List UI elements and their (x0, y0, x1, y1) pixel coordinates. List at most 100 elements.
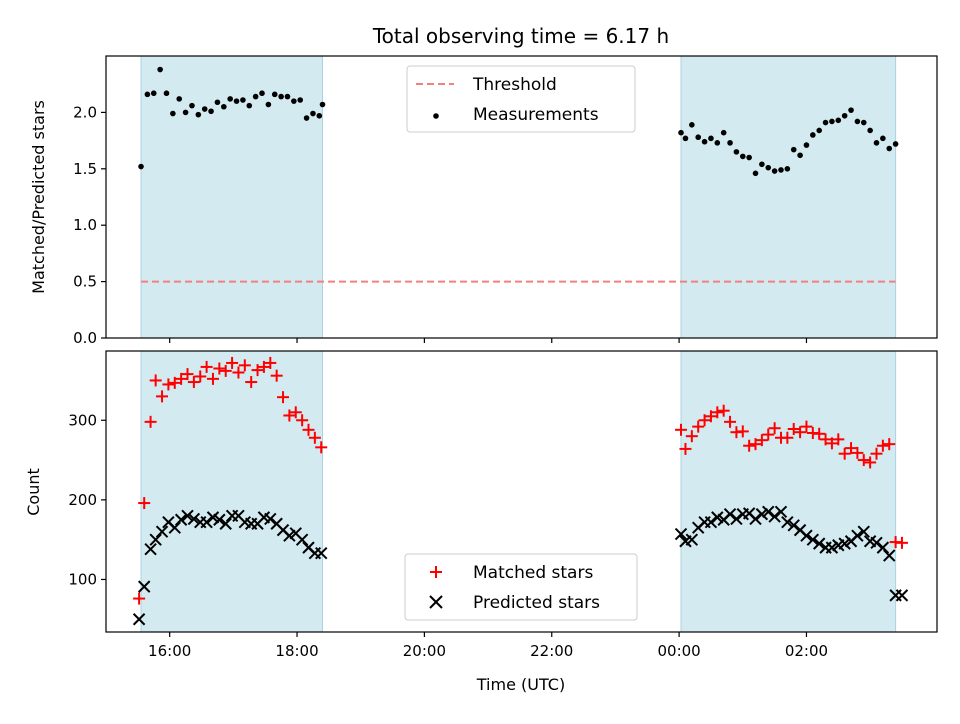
measurements-point (303, 115, 310, 121)
predicted-stars-point (295, 533, 309, 546)
predicted-stars-point (155, 525, 169, 538)
y-tick-label: 100 (68, 570, 97, 588)
matched-stars-point (724, 415, 737, 428)
predicted-stars-point (870, 536, 883, 550)
matched-stars-point (762, 428, 775, 441)
predicted-stars-point (812, 537, 826, 550)
measurements-point (733, 149, 740, 155)
measurements-point (246, 102, 253, 109)
measurements-point (163, 90, 170, 97)
predicted-stars-point (206, 511, 220, 524)
panel-ratio: 0.00.51.01.52.0 Matched/Predicted stars … (29, 55, 938, 347)
matched-stars-point (819, 433, 832, 446)
matched-stars-point (213, 362, 226, 375)
measurements-point (233, 98, 240, 104)
measurements-point (297, 97, 304, 103)
predicted-stars-point (174, 513, 188, 526)
matched-stars-point (851, 446, 864, 459)
measurements-point (316, 112, 323, 119)
measurements-point (835, 117, 842, 124)
matched-stars-point (194, 370, 207, 383)
matched-stars-point (883, 438, 896, 451)
matched-stars-point (704, 410, 717, 423)
predicted-stars-point (774, 505, 788, 519)
matched-stars-point (781, 431, 794, 444)
matched-stars-point (226, 356, 239, 369)
matched-stars-point (768, 422, 781, 435)
predicted-stars-point (762, 505, 775, 519)
y-tick-label: 1.0 (73, 216, 97, 234)
predicted-stars-point (149, 533, 162, 546)
measurements-point (892, 141, 899, 147)
measurements-point (278, 93, 284, 100)
measurements-point (790, 146, 797, 153)
matched-stars-point (133, 592, 146, 605)
matched-stars-point (181, 368, 194, 381)
matched-stars-point (838, 447, 851, 460)
measurements-point (822, 119, 829, 126)
measurements-point (714, 140, 721, 146)
x-tick-label: 16:00 (148, 642, 191, 660)
measurements-point (214, 99, 221, 106)
measurements-point (170, 110, 176, 117)
measurements-point (695, 134, 702, 141)
measurements-point (678, 129, 684, 136)
measurements-point (701, 138, 708, 145)
matched-stars-point (749, 438, 762, 451)
predicted-stars-point (674, 527, 688, 541)
panel-ratio-ylabel: Matched/Predicted stars (29, 100, 48, 294)
measurements-point (739, 153, 746, 160)
measurements-point (708, 135, 714, 142)
matched-stars-point (832, 433, 845, 446)
matched-stars-point (245, 376, 258, 389)
matched-stars-point (895, 536, 908, 549)
predicted-stars-point (685, 533, 699, 546)
matched-stars-point (876, 439, 889, 452)
matched-stars-point (845, 442, 858, 455)
matched-stars-point (232, 366, 245, 379)
legend-threshold-label: Threshold (472, 75, 557, 95)
measurements-point (765, 164, 772, 171)
predicted-stars-point (857, 525, 870, 538)
observing-interval (140, 350, 324, 633)
measurements-point (829, 118, 835, 125)
measurements-point (157, 66, 163, 73)
predicted-stars-point (781, 515, 794, 529)
measurements-point (265, 101, 272, 108)
legend-predicted-label: Predicted stars (473, 593, 600, 613)
predicted-stars-point (749, 512, 762, 526)
measurements-point (803, 142, 810, 148)
measurements-point (771, 168, 778, 174)
matched-stars-point (270, 369, 283, 382)
matched-stars-point (162, 378, 175, 391)
measurements-point (176, 96, 183, 102)
measurements-point (727, 140, 733, 146)
measurements-point (138, 163, 144, 170)
predicted-stars-point (787, 519, 800, 532)
legend-measurements-swatch (433, 113, 439, 119)
matched-stars-point (711, 406, 724, 419)
x-tick-label: 02:00 (785, 642, 828, 660)
measurements-point (720, 129, 727, 136)
measurements-point (221, 103, 227, 110)
measurements-point (854, 118, 861, 125)
measurements-point (746, 154, 752, 161)
matched-stars-point (149, 374, 162, 387)
legend-measurements-label: Measurements (473, 105, 599, 125)
panel-count-ylabel: Count (24, 468, 43, 516)
measurements-point (841, 112, 848, 119)
y-tick-label: 1.5 (73, 160, 97, 178)
predicted-stars-point (768, 510, 781, 523)
measurements-point (150, 90, 157, 97)
predicted-stars-point (851, 529, 864, 542)
measurements-point (195, 111, 202, 118)
matched-stars-point (296, 414, 309, 427)
measurements-point (880, 135, 886, 142)
matched-stars-point (289, 406, 302, 419)
legend-predicted-swatch (429, 595, 443, 609)
predicted-stars-point (711, 511, 724, 524)
matched-stars-point (717, 404, 730, 417)
matched-stars-point (794, 426, 807, 439)
x-tick-label: 18:00 (275, 642, 318, 660)
measurements-point (259, 90, 265, 97)
